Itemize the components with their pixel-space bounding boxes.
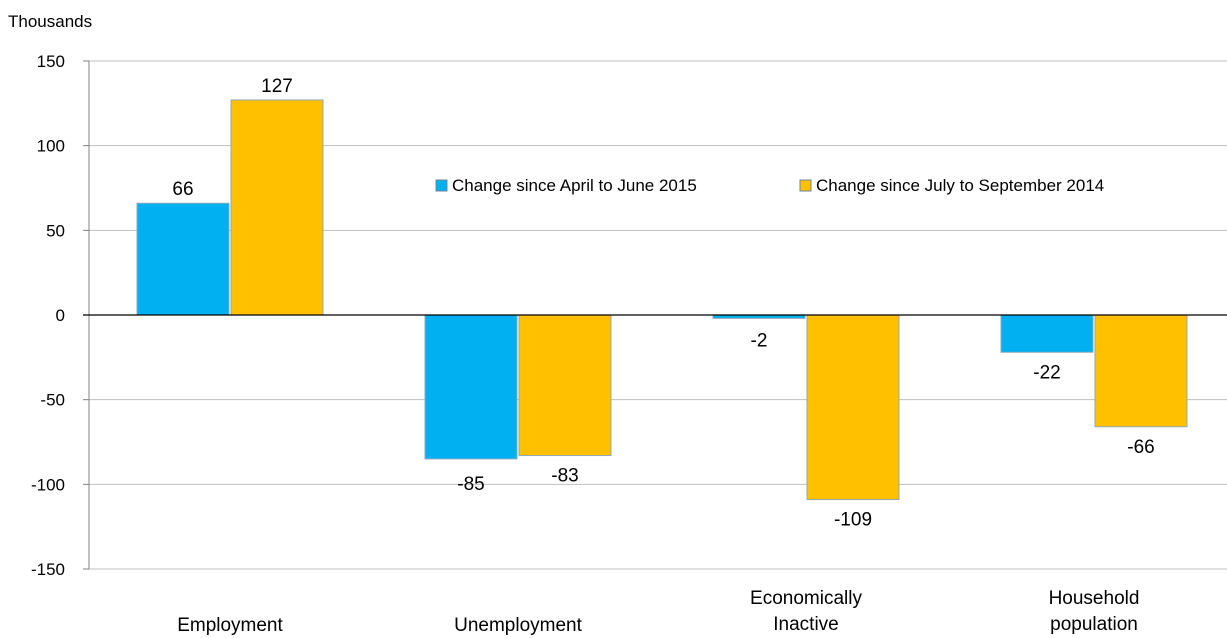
bar [136, 202, 230, 316]
bar [424, 314, 518, 460]
x-tick-label: Economically [750, 588, 862, 609]
y-tick-label: -100 [31, 475, 65, 494]
bars [136, 99, 1188, 501]
legend: Change since April to June 2015 Change si… [435, 176, 1104, 195]
data-label: 127 [261, 76, 293, 97]
legend-swatch [435, 179, 448, 192]
y-tick-label: 0 [56, 306, 65, 325]
legend-label: Change since July to September 2014 [816, 176, 1104, 195]
x-tick-label: population [1050, 614, 1138, 635]
data-labels: 66 127 -85 -83 -2 -109 -22 -66 [172, 76, 1154, 531]
y-tick-labels: 150 100 50 0 -50 -100 -150 [31, 52, 65, 579]
bar [230, 99, 324, 316]
y-tick-label: 150 [37, 52, 65, 71]
x-tick-label: Unemployment [454, 615, 582, 636]
data-label: -2 [751, 330, 768, 351]
y-tick-label: -50 [40, 391, 65, 410]
data-label: 66 [172, 179, 193, 200]
bar [806, 314, 900, 501]
data-label: -109 [834, 510, 872, 531]
data-label: -85 [457, 474, 484, 495]
y-axis-title: Thousands [8, 12, 92, 31]
data-label: -83 [551, 466, 578, 487]
bar [1000, 314, 1094, 353]
data-label: -22 [1033, 362, 1060, 383]
legend-label: Change since April to June 2015 [452, 176, 697, 195]
x-tick-label: Employment [177, 615, 283, 636]
x-tick-label: Household [1049, 588, 1140, 609]
legend-swatch [799, 179, 812, 192]
x-tick-labels: Employment Unemployment Economically Inacti… [177, 588, 1139, 636]
bar [518, 314, 612, 457]
y-tick-label: 100 [37, 137, 65, 156]
y-tick-label: -150 [31, 560, 65, 579]
x-tick-label: Inactive [773, 614, 838, 635]
data-label: -66 [1127, 437, 1154, 458]
bar [1094, 314, 1188, 428]
y-tick-label: 50 [46, 221, 65, 240]
axes [83, 60, 1227, 570]
